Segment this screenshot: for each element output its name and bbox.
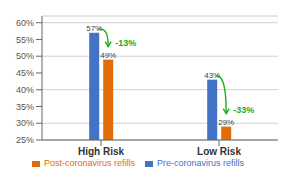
svg-text:35%: 35% xyxy=(16,102,34,112)
svg-text:Low Risk: Low Risk xyxy=(197,146,241,157)
svg-text:30%: 30% xyxy=(16,118,34,128)
svg-text:55%: 55% xyxy=(16,35,34,45)
svg-text:-33%: -33% xyxy=(233,105,254,115)
svg-text:49%: 49% xyxy=(100,51,116,60)
html-text:Post-coronavirus refills: Post-coronavirus refills xyxy=(44,158,135,168)
svg-text:60%: 60% xyxy=(16,18,34,28)
svg-text:-13%: -13% xyxy=(115,38,136,48)
svg-text:43%: 43% xyxy=(204,71,220,80)
svg-text:29%: 29% xyxy=(218,118,234,127)
html-text:Pre-coronavirus refills: Pre-coronavirus refills xyxy=(157,158,244,168)
svg-text:High Risk: High Risk xyxy=(78,146,125,157)
svg-text:45%: 45% xyxy=(16,68,34,78)
svg-text:50%: 50% xyxy=(16,51,34,61)
svg-text:25%: 25% xyxy=(16,135,34,145)
svg-text:40%: 40% xyxy=(16,85,34,95)
svg-text:57%: 57% xyxy=(86,24,102,33)
